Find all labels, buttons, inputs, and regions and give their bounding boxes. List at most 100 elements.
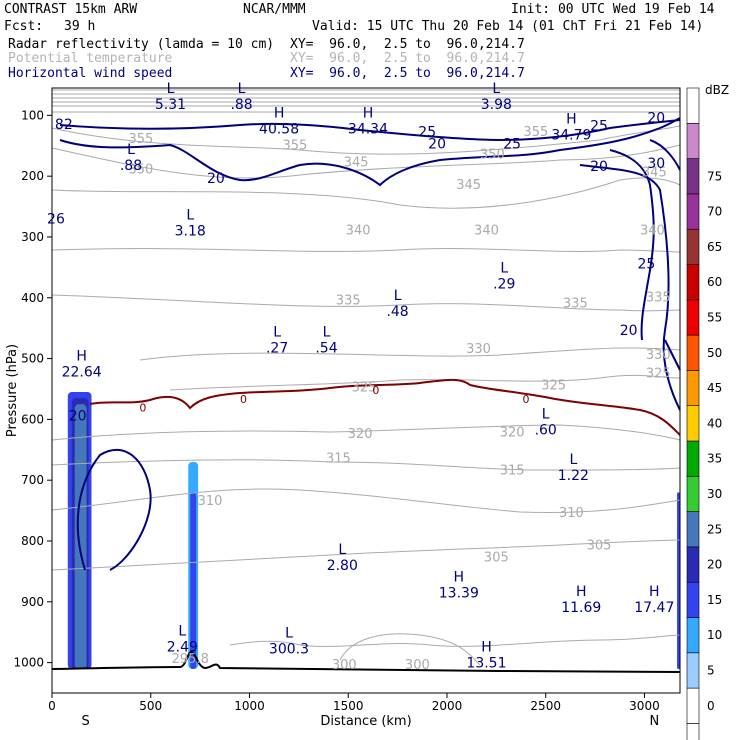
colorbar-cell-3 [686,617,700,654]
colorbar-label-3: 15 [707,593,722,607]
y-tick-label-3: 400 [21,291,44,305]
theta-label-27: 295.8 [172,652,209,667]
center-value-13: .54 [315,340,337,356]
y-tick-label-2: 300 [21,230,44,244]
center-kind-12: L [273,324,281,340]
colorbar-cell-13 [686,264,700,301]
center-kind-18: H [454,569,465,585]
freezing-level-label-3: 0 [522,393,529,406]
theta-label-18: 325 [646,366,671,381]
y-tick-label-6: 700 [21,473,44,487]
center-kind-7: L [127,142,135,158]
field-name-reflectivity: Radar reflectivity (lamda = 10 cm) [8,37,275,52]
x-end-label-left: S [81,714,89,729]
theta-label-5: 345 [344,155,369,170]
colorbar-cell-7 [686,475,700,512]
theta-label-20: 320 [500,425,525,440]
colorbar-cell-16 [686,158,700,195]
field-name-theta: Potential temperature [8,51,173,66]
reflectivity-column-5 [677,492,680,669]
center-value-5: 3.98 [481,97,512,113]
wind-contour-25-east [609,149,655,341]
colorbar-label-2: 10 [707,628,722,642]
theta-contour-300-b [339,633,481,666]
colorbar-label-8: 40 [707,416,722,430]
theta-label-29: 300 [405,658,430,673]
center-value-20: 17.47 [634,600,674,616]
center-value-4: 34.34 [348,121,388,137]
x-tick-label-4: 2000 [432,699,463,713]
wind-contour-20-east-low [664,339,681,371]
header-model: CONTRAST 15km ARW [4,2,138,17]
theta-label-1: 355 [282,138,307,153]
wind-label-8: 25 [638,256,656,272]
theta-label-16: 325 [352,380,377,395]
wind-contour-20-west-low [76,449,152,571]
wind-label-7: 30 [647,156,665,172]
center-value-22: 300.3 [269,641,309,657]
theta-label-14: 330 [466,342,491,357]
center-value-18: 13.39 [439,585,479,601]
plot-border [51,87,681,694]
theta-label-17: 325 [541,378,566,393]
freezing-level-label-0: 0 [139,401,146,414]
theta-contours [51,89,681,666]
theta-contour-330 [139,347,681,361]
theta-label-23: 310 [198,494,223,509]
wind-label-9: 20 [620,323,638,339]
center-value-7: .88 [120,158,142,174]
colorbar-unit: dBZ [705,83,729,97]
colorbar-cell-1 [686,687,700,724]
colorbar-label-14: 70 [707,205,722,219]
x-tick-label-5: 2500 [530,699,561,713]
theta-contour-320 [51,424,681,441]
center-kind-17: L [338,542,346,558]
colorbar-label-13: 65 [707,240,722,254]
center-value-2: 82 [55,117,73,133]
theta-label-11: 335 [336,293,361,308]
theta-label-10: 340 [640,223,665,238]
center-kind-0: L [167,81,175,97]
wind-label-1: 20 [428,137,446,153]
y-tick-label-0: 100 [21,108,44,122]
theta-contour-310 [51,488,681,514]
theta-contour-355 [51,125,681,155]
center-value-12: .27 [266,340,288,356]
center-kind-21: L [178,624,186,640]
colorbar-cell-11 [686,334,700,371]
field-name-wind: Horizontal wind speed [8,66,173,81]
colorbar-cell-8 [686,440,700,477]
colorbar-cell-4 [686,581,700,618]
y-tick-label-9: 1000 [13,656,44,670]
theta-label-25: 305 [484,551,509,566]
theta-label-0: 355 [128,132,153,147]
theta-contour-305 [51,539,681,571]
colorbar-cell-12 [686,299,700,336]
center-kind-22: L [285,625,293,641]
y-tick-label-4: 500 [21,352,44,366]
center-value-9: 3.18 [175,224,206,240]
wind-contour-20-east [579,164,681,411]
x-tick-label-1: 500 [139,699,162,713]
colorbar: 0 5 10 15 20 25 30 35 40 45 50 55 60 65 70 75 dBZ [686,83,729,740]
center-value-11: .29 [493,277,515,293]
freezing-level-label-2: 0 [372,384,379,397]
center-kind-6: H [566,112,577,128]
freezing-level [89,378,681,436]
colorbar-label-0: 0 [707,699,715,713]
x-tick-label-0: 0 [48,699,56,713]
theta-contour-top-stack [52,89,680,113]
theta-label-24: 310 [559,506,584,521]
colorbar-cell-18 [686,87,700,124]
theta-label-3: 350 [128,163,153,178]
theta-label-4: 350 [480,147,505,162]
center-kind-14: H [76,349,87,365]
center-kind-11: L [500,261,508,277]
center-value-8: 26 [47,211,65,227]
colorbar-label-9: 45 [707,381,722,395]
theta-contour-315 [51,459,681,471]
field-xy-theta: XY= 96.0, 2.5 to 96.0,214.7 [290,51,525,66]
freezing-level-line [89,378,681,436]
center-value-0: 5.31 [155,97,186,113]
